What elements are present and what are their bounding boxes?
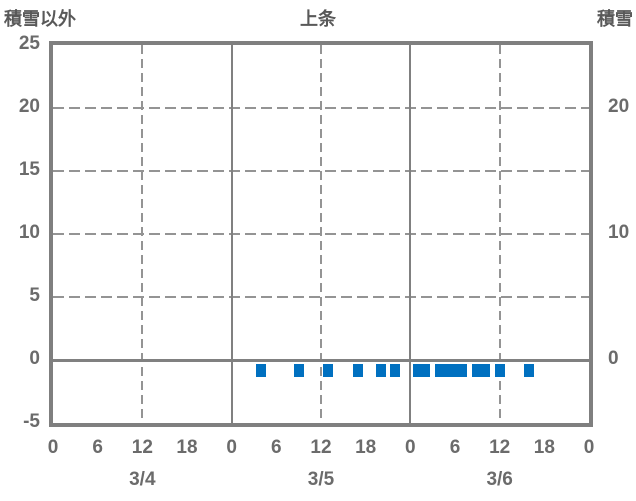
left-tick-label: 0	[29, 348, 40, 369]
hour-tick-label: 12	[489, 437, 511, 458]
right-tick-label: 20	[608, 96, 630, 117]
zero-line	[53, 358, 589, 362]
bar	[450, 364, 460, 377]
chart-title: 上条	[300, 9, 336, 29]
left-tick-label: 25	[18, 33, 40, 54]
hour-tick-label: 18	[533, 437, 555, 458]
bar	[412, 364, 423, 377]
hour-tick-label: 18	[355, 437, 377, 458]
left-tick-label: 5	[29, 285, 40, 306]
hour-tick-label: 12	[131, 437, 153, 458]
right-tick-label: 0	[608, 348, 619, 369]
hour-tick-label: 0	[583, 437, 595, 458]
hour-tick-label: 12	[310, 437, 332, 458]
bar	[390, 364, 401, 377]
plot-frame	[49, 41, 593, 427]
bar	[524, 364, 535, 377]
plot-area	[53, 45, 589, 423]
bar	[375, 364, 386, 377]
bar	[435, 364, 446, 377]
vertical-gridline-noon	[320, 45, 322, 423]
vertical-gridline-midnight	[230, 45, 233, 423]
hour-tick-label: 6	[449, 437, 461, 458]
left-tick-label: -5	[23, 411, 40, 432]
date-label: 3/4	[129, 469, 156, 490]
bar	[442, 364, 453, 377]
hour-tick-label: 0	[47, 437, 59, 458]
left-tick-label: 15	[18, 159, 40, 180]
left-tick-label: 10	[18, 222, 40, 243]
bar	[353, 364, 364, 377]
bar	[293, 364, 304, 377]
vertical-gridline-noon	[141, 45, 144, 423]
hour-tick-label: 0	[405, 437, 416, 458]
vertical-gridline-noon	[498, 45, 501, 423]
date-label: 3/6	[486, 469, 513, 490]
date-label: 3/5	[307, 469, 335, 490]
bar	[420, 364, 431, 377]
hour-tick-label: 0	[226, 437, 237, 458]
hour-tick-label: 6	[92, 437, 103, 458]
bar	[479, 364, 490, 377]
hour-tick-label: 18	[176, 437, 198, 458]
bar	[256, 364, 267, 377]
bar	[472, 364, 483, 377]
left-axis-title: 積雪以外	[4, 9, 76, 29]
bar	[323, 364, 334, 377]
left-tick-label: 20	[18, 96, 40, 117]
bar	[457, 364, 468, 377]
right-axis-title: 積雪	[597, 9, 633, 29]
hour-tick-label: 6	[271, 437, 282, 458]
bar	[494, 364, 505, 377]
vertical-gridline-midnight	[409, 45, 412, 423]
right-tick-label: 10	[608, 222, 630, 243]
